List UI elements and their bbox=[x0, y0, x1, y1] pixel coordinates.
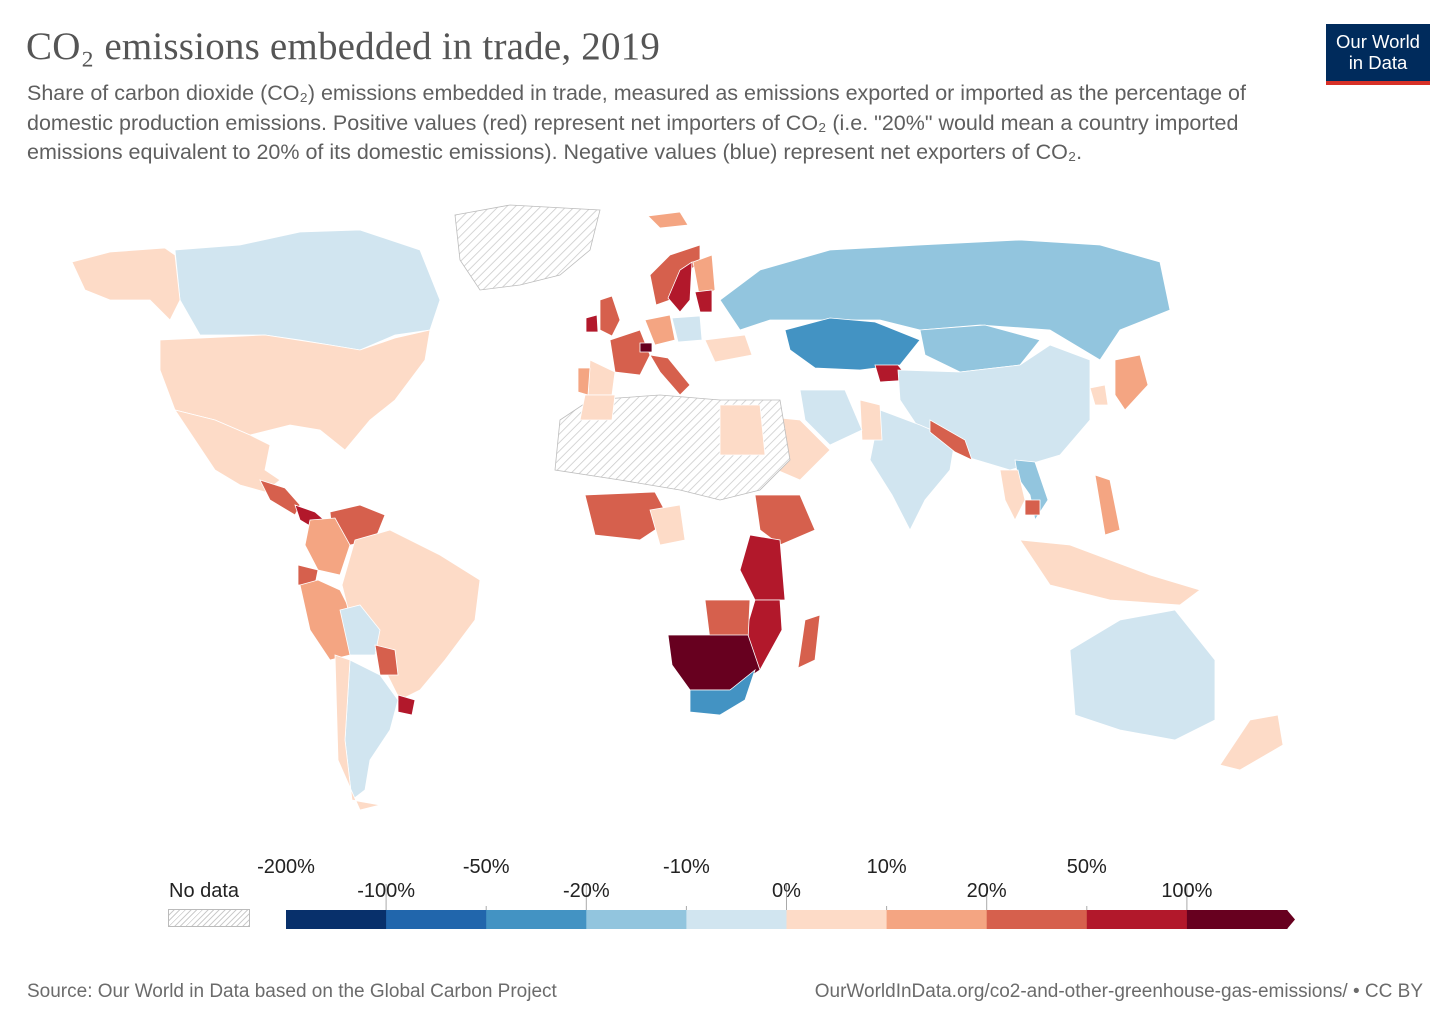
region-ireland[interactable] bbox=[585, 314, 599, 333]
legend-swatch-8 bbox=[1086, 910, 1188, 929]
region-greenland[interactable] bbox=[454, 204, 601, 291]
region-france[interactable] bbox=[609, 329, 651, 376]
region-russia[interactable] bbox=[719, 239, 1171, 361]
region-australia[interactable] bbox=[1069, 609, 1216, 741]
legend-swatch-7 bbox=[986, 910, 1088, 929]
region-bolivia[interactable] bbox=[339, 604, 381, 656]
region-iceland[interactable] bbox=[647, 211, 689, 229]
region-nepal-bangladesh[interactable] bbox=[929, 419, 973, 461]
region-germany[interactable] bbox=[644, 314, 676, 346]
legend-nodata-label: No data bbox=[169, 880, 240, 902]
logo-line-2: in Data bbox=[1348, 52, 1408, 73]
legend-color-bar bbox=[286, 884, 1295, 929]
legend-label-upper: 50% bbox=[1066, 856, 1107, 878]
region-thailand[interactable] bbox=[999, 469, 1026, 521]
source-note: Source: Our World in Data based on the G… bbox=[27, 981, 557, 1002]
region-iran[interactable] bbox=[799, 389, 863, 446]
region-united-kingdom[interactable] bbox=[599, 295, 621, 337]
legend-label-lower: 20% bbox=[966, 880, 1007, 902]
logo-line-1: Our World bbox=[1336, 31, 1420, 52]
region-south-africa[interactable] bbox=[689, 668, 756, 716]
region-pakistan[interactable] bbox=[859, 399, 883, 441]
region-portugal[interactable] bbox=[577, 367, 591, 396]
page-subtitle: Share of carbon dioxide (CO₂) emissions … bbox=[27, 81, 1246, 164]
region-baltics[interactable] bbox=[694, 289, 713, 313]
legend-label-lower: 0% bbox=[772, 880, 801, 902]
region-mexico[interactable] bbox=[174, 409, 281, 493]
region-cambodia[interactable] bbox=[1024, 499, 1041, 516]
map-regions bbox=[71, 204, 1284, 811]
legend-swatch-4 bbox=[686, 910, 787, 929]
region-philippines[interactable] bbox=[1094, 474, 1121, 536]
region-west-africa[interactable] bbox=[584, 491, 671, 541]
region-switzerland[interactable] bbox=[639, 342, 653, 353]
region-madagascar[interactable] bbox=[797, 614, 821, 669]
region-colombia[interactable] bbox=[304, 517, 351, 576]
region-kenya-tanzania[interactable] bbox=[739, 534, 786, 601]
legend-label-lower: -20% bbox=[562, 880, 610, 902]
region-cameroon[interactable] bbox=[649, 504, 686, 546]
region-uruguay[interactable] bbox=[397, 694, 416, 716]
legend-swatch-9 bbox=[1186, 910, 1288, 929]
legend-label-lower: 100% bbox=[1161, 880, 1213, 902]
legend-label-upper: -200% bbox=[257, 856, 315, 878]
region-spain[interactable] bbox=[587, 359, 616, 396]
legend-swatch-1 bbox=[386, 910, 487, 929]
legend-label-lower: -100% bbox=[357, 880, 415, 902]
legend-swatch-0 bbox=[286, 910, 387, 929]
region-malaysia-indonesia[interactable] bbox=[1019, 539, 1201, 606]
region-italy[interactable] bbox=[649, 354, 691, 396]
legend-label-upper: -50% bbox=[462, 856, 510, 878]
legend-swatch-3 bbox=[586, 910, 687, 929]
region-egypt[interactable] bbox=[719, 404, 766, 456]
legend-swatch-6 bbox=[886, 910, 988, 929]
region-canada[interactable] bbox=[174, 229, 441, 351]
region-ethiopia[interactable] bbox=[754, 494, 816, 546]
region-finland[interactable] bbox=[692, 254, 716, 301]
legend-label-upper: -10% bbox=[663, 856, 710, 878]
legend-label-upper: 10% bbox=[866, 856, 907, 878]
legend-swatch-5 bbox=[786, 910, 888, 929]
region-alaska[interactable] bbox=[71, 247, 181, 321]
region-zambia[interactable] bbox=[704, 599, 751, 641]
region-paraguay[interactable] bbox=[374, 644, 399, 676]
source-url-link[interactable]: OurWorldInData.org/co2-and-other-greenho… bbox=[814, 981, 1423, 1002]
region-korea[interactable] bbox=[1089, 384, 1109, 406]
owid-logo[interactable]: Our World in Data bbox=[1326, 24, 1430, 85]
legend-swatch-2 bbox=[486, 910, 587, 929]
region-chile[interactable] bbox=[334, 654, 381, 811]
region-poland[interactable] bbox=[671, 315, 703, 343]
legend-arrow bbox=[1287, 910, 1295, 929]
region-new-zealand[interactable] bbox=[1219, 714, 1284, 771]
page-title: CO₂ emissions embedded in trade, 2019 bbox=[26, 25, 661, 68]
logo-accent-bar bbox=[1326, 81, 1430, 85]
region-japan[interactable] bbox=[1114, 354, 1149, 411]
region-sweden[interactable] bbox=[667, 261, 693, 313]
region-morocco[interactable] bbox=[579, 394, 616, 421]
legend-nodata-swatch bbox=[168, 909, 250, 927]
region-central-america[interactable] bbox=[259, 479, 301, 516]
region-kazakhstan[interactable] bbox=[784, 317, 921, 371]
region-ukraine[interactable] bbox=[704, 334, 753, 363]
region-argentina[interactable] bbox=[344, 659, 399, 801]
